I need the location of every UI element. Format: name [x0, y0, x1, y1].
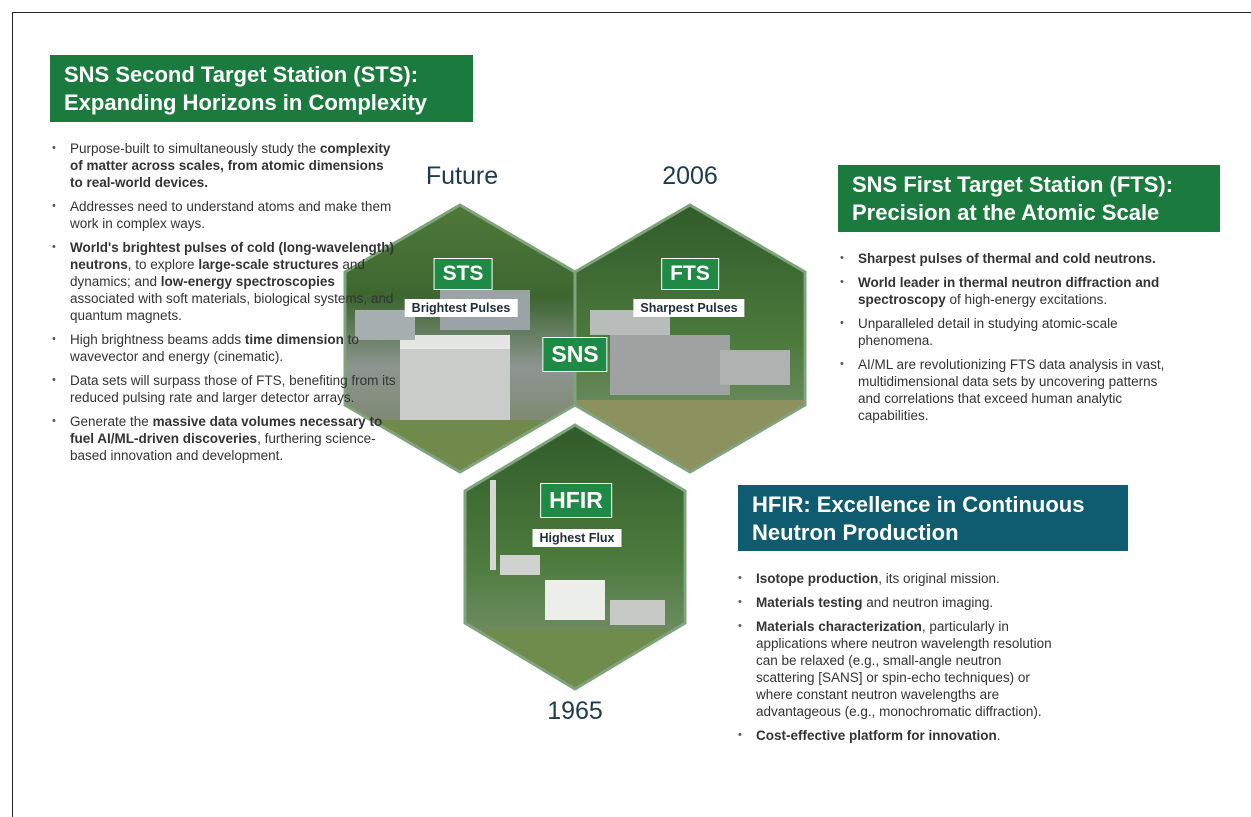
title-line: HFIR: Excellence in Continuous — [752, 492, 1085, 517]
facility-label: FTS — [661, 258, 719, 290]
bold-text: time dimension — [244, 332, 344, 347]
text: and neutron imaging. — [862, 595, 994, 610]
hfir-title: HFIR: Excellence in Continuous Neutron P… — [738, 485, 1128, 551]
title-line: SNS First Target Station (FTS): — [852, 172, 1174, 197]
facility-tagline: Highest Flux — [532, 529, 622, 547]
bullet: Data sets will surpass those of FTS, ben… — [52, 372, 397, 406]
bullet: AI/ML are revolutionizing FTS data analy… — [840, 356, 1180, 424]
title-line: SNS Second Target Station (STS): — [64, 62, 419, 87]
text: Generate the — [70, 414, 153, 429]
text: , furthering science-based innovation an… — [70, 431, 376, 463]
bullet: Addresses need to understand atoms and m… — [52, 198, 397, 232]
bullet: Unparalleled detail in studying atomic-s… — [840, 315, 1180, 349]
title-line: Expanding Horizons in Complexity — [64, 90, 428, 115]
bullet: World's brightest pulses of cold (long-w… — [52, 239, 397, 324]
bullet: Materials testing and neutron imaging. — [738, 594, 1053, 611]
text: and dynamics; and — [70, 257, 369, 289]
bold-text: Cost-effective platform for innovation — [756, 728, 997, 743]
bullet: Sharpest pulses of thermal and cold neut… — [840, 250, 1180, 267]
bullet: Materials characterization, particularly… — [738, 618, 1053, 720]
bold-text: massive data volumes necessary to fuel A… — [70, 414, 386, 446]
text: to wavevector and energy (cinematic). — [70, 332, 363, 364]
sts-title: SNS Second Target Station (STS): Expandi… — [50, 55, 473, 122]
text: , its original mission. — [878, 571, 1000, 586]
text: . — [996, 728, 1001, 743]
year: Future — [425, 162, 499, 190]
facility-tagline: Brightest Pulses — [404, 299, 518, 317]
text: , to explore — [127, 257, 199, 272]
fts-title: SNS First Target Station (FTS): Precisio… — [838, 165, 1220, 232]
bold-text: Materials testing — [756, 595, 863, 610]
bold-text: Isotope production — [756, 571, 879, 586]
bold-text: World leader in thermal neutron diffract… — [858, 275, 1164, 307]
bullet: Cost-effective platform for innovation. — [738, 727, 1053, 744]
fts-bullets: Sharpest pulses of thermal and cold neut… — [840, 250, 1180, 431]
year: 2006 — [662, 162, 718, 190]
text: associated with soft materials, biologic… — [70, 274, 398, 323]
title-line: Precision at the Atomic Scale — [852, 200, 1160, 225]
text: Data sets will surpass those of FTS, ben… — [70, 373, 400, 405]
frame — [12, 12, 1251, 817]
hfir-bullets: Isotope production, its original mission… — [738, 570, 1053, 751]
text: AI/ML are revolutionizing FTS data analy… — [858, 357, 1169, 423]
text: Addresses need to understand atoms and m… — [70, 199, 395, 231]
text: of high-energy excitations. — [945, 292, 1108, 307]
facility-label: STS — [433, 258, 493, 290]
bold-text: complexity of matter across scales, from… — [70, 141, 395, 190]
sts-bullets: Purpose-built to simultaneously study th… — [52, 140, 397, 471]
bold-text: low-energy spectroscopies — [160, 274, 335, 289]
facility-tagline: Sharpest Pulses — [633, 299, 745, 317]
bold-text: World's brightest pulses of cold (long-w… — [70, 240, 398, 272]
bullet: Generate the massive data volumes necess… — [52, 413, 397, 464]
text: , particularly in applications where neu… — [756, 619, 1056, 719]
bold-text: Materials characterization — [756, 619, 922, 634]
year: 1965 — [547, 697, 603, 725]
bullet: High brightness beams adds time dimensio… — [52, 331, 397, 365]
title-line: Neutron Production — [752, 520, 959, 545]
bullet: Isotope production, its original mission… — [738, 570, 1053, 587]
bold-text: Sharpest pulses of thermal and cold neut… — [858, 251, 1156, 266]
bullet: Purpose-built to simultaneously study th… — [52, 140, 397, 191]
facility-label: SNS — [542, 337, 608, 372]
text: High brightness beams adds — [70, 332, 245, 347]
text: Purpose-built to simultaneously study th… — [70, 141, 320, 156]
text: Unparalleled detail in studying atomic-s… — [858, 316, 1122, 348]
bullet: World leader in thermal neutron diffract… — [840, 274, 1180, 308]
facility-label: HFIR — [540, 483, 612, 518]
bold-text: large-scale structures — [198, 257, 339, 272]
hfir-photo — [465, 425, 685, 689]
